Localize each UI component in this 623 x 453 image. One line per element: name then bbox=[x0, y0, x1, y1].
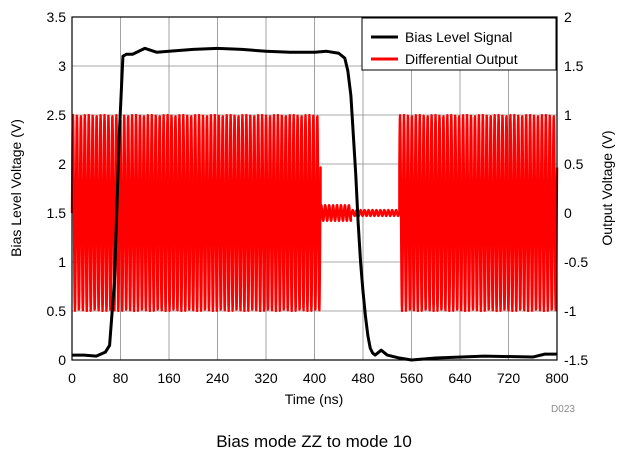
y2-axis-title: Output Voltage (V) bbox=[599, 130, 615, 245]
y-tick-label: 1.5 bbox=[47, 205, 67, 221]
x-tick-label: 640 bbox=[448, 370, 472, 386]
y2-tick-label: -1 bbox=[564, 303, 577, 319]
y2-tick-label: 0.5 bbox=[564, 156, 584, 172]
y2-tick-label: 1.5 bbox=[564, 58, 584, 74]
series-line-bias-level-signal bbox=[72, 46, 557, 362]
y2-tick-label: 2 bbox=[564, 9, 572, 25]
y-tick-label: 3 bbox=[58, 58, 66, 74]
y-tick-label: 0.5 bbox=[47, 303, 67, 319]
y-tick-label: 1 bbox=[58, 254, 66, 270]
x-axis-title: Time (ns) bbox=[285, 391, 344, 407]
legend-box bbox=[361, 17, 557, 71]
y2-tick-label: -1.5 bbox=[564, 352, 588, 368]
x-tick-label: 720 bbox=[497, 370, 521, 386]
legend: Bias Level Signal Differential Output bbox=[361, 17, 557, 71]
ticks-layer: 0 80 160 240 320 400 480 560 640 720 80000.511.522… bbox=[47, 9, 589, 386]
series-layer bbox=[70, 46, 559, 362]
legend-label-bias-level: Bias Level Signal bbox=[405, 29, 512, 45]
legend-label-differential-output: Differential Output bbox=[405, 51, 518, 67]
y-axis-title: Bias Level Voltage (V) bbox=[8, 119, 24, 257]
series-line-differential-output bbox=[70, 113, 559, 313]
y-tick-label: 0 bbox=[58, 352, 66, 368]
figure-caption: Bias mode ZZ to mode 10 bbox=[216, 432, 412, 451]
x-tick-label: 0 bbox=[68, 370, 76, 386]
x-tick-label: 160 bbox=[157, 370, 181, 386]
x-tick-label: 320 bbox=[254, 370, 278, 386]
y-tick-label: 2 bbox=[58, 156, 66, 172]
y2-tick-label: 0 bbox=[564, 205, 572, 221]
x-tick-label: 240 bbox=[206, 370, 230, 386]
x-tick-label: 80 bbox=[113, 370, 129, 386]
x-tick-label: 560 bbox=[400, 370, 424, 386]
figure-id: D023 bbox=[551, 404, 575, 415]
y2-tick-label: 1 bbox=[564, 107, 572, 123]
y-tick-label: 3.5 bbox=[47, 9, 67, 25]
y2-tick-label: -0.5 bbox=[564, 254, 588, 270]
plot-frame bbox=[71, 16, 558, 361]
x-tick-label: 480 bbox=[351, 370, 375, 386]
x-tick-label: 400 bbox=[303, 370, 327, 386]
x-tick-label: 800 bbox=[545, 370, 569, 386]
y-tick-label: 2.5 bbox=[47, 107, 67, 123]
